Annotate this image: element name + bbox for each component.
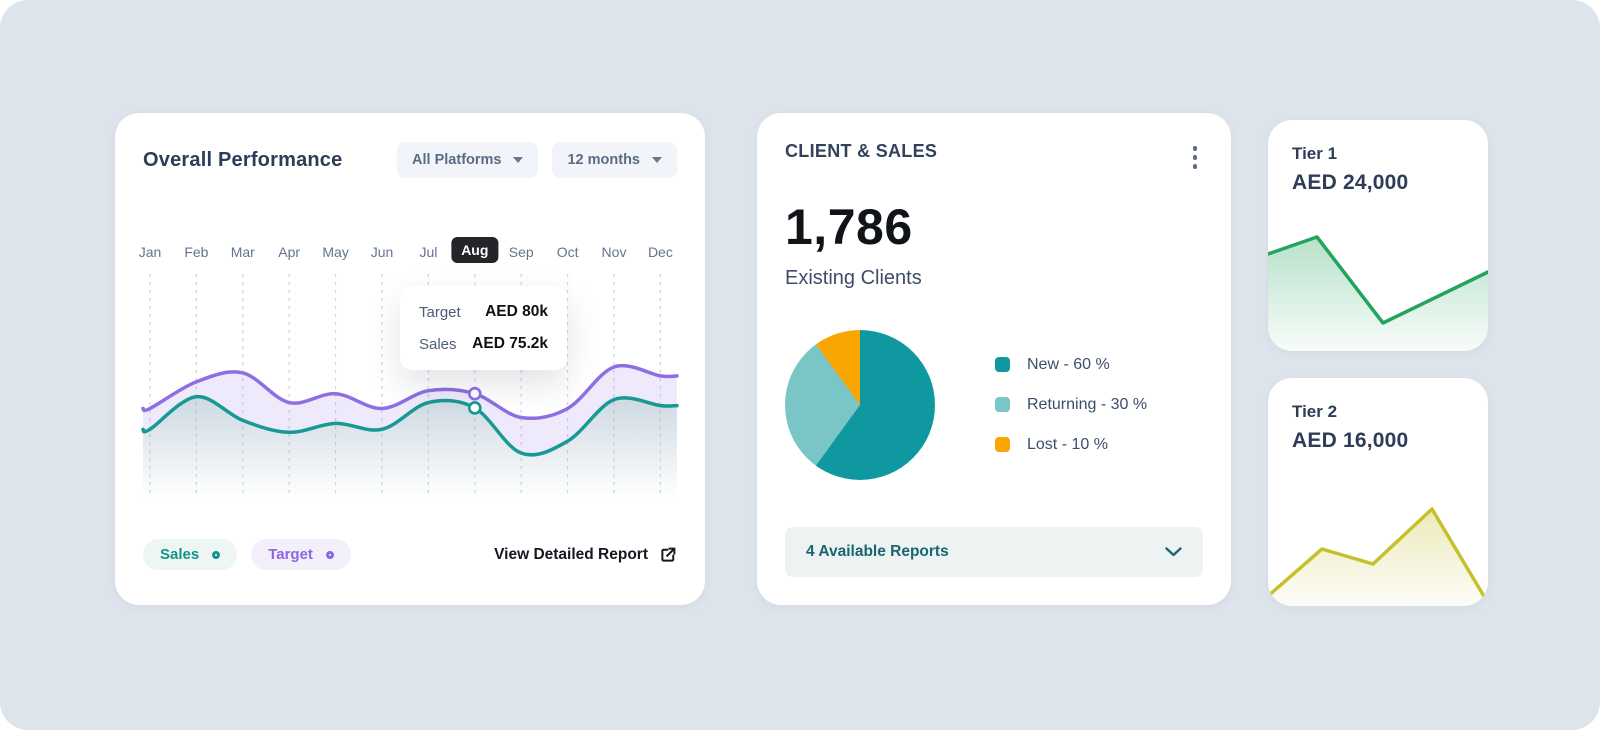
performance-title: Overall Performance xyxy=(143,148,343,171)
month-label-dec[interactable]: Dec xyxy=(647,244,673,260)
chevron-down-icon xyxy=(513,157,524,163)
period-dropdown[interactable]: 12 months xyxy=(552,142,677,178)
target-legend-chip[interactable]: Target xyxy=(251,539,351,570)
month-label-nov[interactable]: Nov xyxy=(601,244,627,260)
period-dropdown-label: 12 months xyxy=(567,152,640,168)
month-label-may[interactable]: May xyxy=(322,244,349,260)
performance-footer: Sales Target View Detailed Report xyxy=(143,539,677,570)
tooltip-label: Sales xyxy=(419,335,457,353)
view-detailed-report-label: View Detailed Report xyxy=(494,545,648,563)
ring-icon xyxy=(212,550,221,559)
pie-legend-item-lost: Lost - 10 % xyxy=(995,436,1147,454)
existing-clients-count: 1,786 xyxy=(785,198,913,255)
client-sales-header: CLIENT & SALES xyxy=(785,141,1203,174)
tier1-card: Tier 1 AED 24,000 xyxy=(1268,120,1488,351)
platforms-dropdown[interactable]: All Platforms xyxy=(397,142,539,178)
tier2-card: Tier 2 AED 16,000 xyxy=(1268,378,1488,606)
month-axis: Jan Feb Mar Apr May Jun Jul Aug Sep Oct Nov Dec xyxy=(139,237,677,267)
target-legend-label: Target xyxy=(268,546,313,563)
target-marker xyxy=(467,386,482,401)
tier1-sparkline-chart xyxy=(1268,235,1488,351)
external-link-icon xyxy=(661,547,676,562)
tier2-amount: AED 16,000 xyxy=(1292,429,1409,452)
view-detailed-report-link[interactable]: View Detailed Report xyxy=(494,546,677,564)
legend-swatch xyxy=(995,357,1010,372)
ring-icon xyxy=(325,550,334,559)
client-mix-section: New - 60 % Returning - 30 % Lost - 10 % xyxy=(785,329,1203,480)
pie-legend-item-new: New - 60 % xyxy=(995,356,1147,374)
tooltip-value: AED 75.2k xyxy=(472,335,548,352)
performance-chart-region: Jan Feb Mar Apr May Jun Jul Aug Sep Oct Nov Dec Tar… xyxy=(139,237,679,509)
month-label-feb[interactable]: Feb xyxy=(184,244,209,260)
month-label-sep[interactable]: Sep xyxy=(508,244,534,260)
client-mix-pie-chart xyxy=(785,329,935,480)
performance-line-chart[interactable] xyxy=(141,274,679,509)
series-legend: Sales Target xyxy=(143,539,351,570)
legend-text: Returning - 30 % xyxy=(1027,395,1148,413)
client-sales-card: CLIENT & SALES 1,786 Existing Clients Ne… xyxy=(757,113,1231,605)
sales-marker xyxy=(467,401,482,415)
platforms-dropdown-label: All Platforms xyxy=(412,152,502,168)
available-reports-label: 4 Available Reports xyxy=(806,543,949,560)
tooltip-row: Sales AED 75.2k xyxy=(419,335,548,353)
tier1-amount: AED 24,000 xyxy=(1292,171,1409,194)
tier2-title: Tier 2 xyxy=(1292,402,1338,421)
month-label-jan[interactable]: Jan xyxy=(138,244,162,260)
performance-header: Overall Performance All Platforms 12 mon… xyxy=(143,141,677,179)
performance-filters: All Platforms 12 months xyxy=(397,142,677,178)
month-label-aug[interactable]: Aug xyxy=(451,237,499,263)
month-label-mar[interactable]: Mar xyxy=(230,244,255,260)
legend-swatch xyxy=(995,397,1010,412)
legend-swatch xyxy=(995,437,1010,452)
client-sales-title: CLIENT & SALES xyxy=(785,141,938,161)
month-label-oct[interactable]: Oct xyxy=(556,244,579,260)
pie-legend: New - 60 % Returning - 30 % Lost - 10 % xyxy=(995,356,1147,454)
tooltip-label: Target xyxy=(419,303,461,321)
month-label-jul[interactable]: Jul xyxy=(419,244,438,260)
month-label-apr[interactable]: Apr xyxy=(278,244,301,260)
tooltip-value: AED 80k xyxy=(485,303,548,320)
sales-legend-label: Sales xyxy=(160,546,200,563)
legend-text: Lost - 10 % xyxy=(1027,435,1108,453)
chart-tooltip: Target AED 80k Sales AED 75.2k xyxy=(400,286,567,370)
legend-text: New - 60 % xyxy=(1027,355,1110,373)
kebab-menu-icon[interactable] xyxy=(1187,141,1204,174)
chevron-down-icon xyxy=(652,157,662,163)
tier2-sparkline-chart xyxy=(1268,507,1488,606)
chevron-down-icon xyxy=(1165,547,1182,557)
overall-performance-card: Overall Performance All Platforms 12 mon… xyxy=(115,113,705,605)
sales-legend-chip[interactable]: Sales xyxy=(143,539,238,570)
tooltip-row: Target AED 80k xyxy=(419,303,548,321)
available-reports-bar[interactable]: 4 Available Reports xyxy=(785,527,1203,577)
tier1-title: Tier 1 xyxy=(1292,144,1338,163)
pie-legend-item-returning: Returning - 30 % xyxy=(995,396,1147,414)
existing-clients-label: Existing Clients xyxy=(785,266,922,289)
month-label-jun[interactable]: Jun xyxy=(370,244,394,260)
